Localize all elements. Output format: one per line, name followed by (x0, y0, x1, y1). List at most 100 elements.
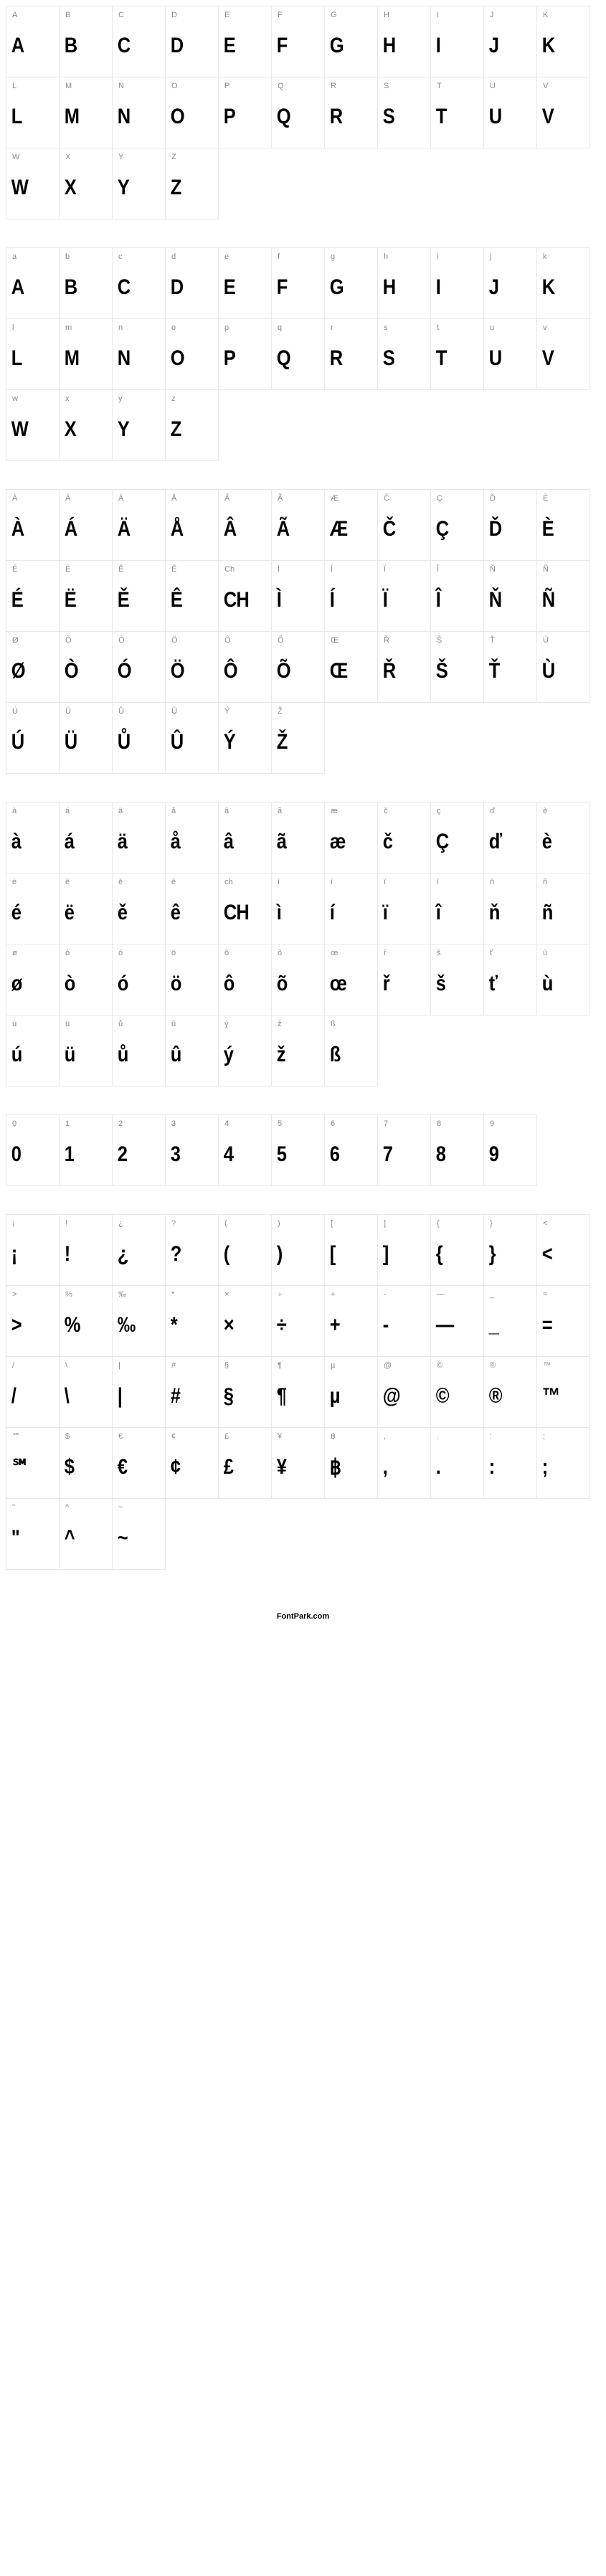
glyph-label: ô (219, 944, 271, 959)
glyph-display: ? (166, 1229, 210, 1285)
glyph-display: È (537, 504, 582, 560)
glyph-label: č (378, 802, 430, 817)
glyph-label: 6 (325, 1115, 377, 1130)
glyph-display: Ú (6, 717, 51, 773)
glyph-label: ¿ (113, 1215, 165, 1229)
glyph-display: D (166, 262, 210, 318)
glyph-display: å (166, 817, 210, 873)
glyph-cell: ÁÁ (59, 489, 113, 561)
glyph-cell: ¡¡ (6, 1214, 60, 1286)
glyph-cell: ŽŽ (271, 702, 325, 774)
glyph-cell: FF (271, 6, 325, 77)
glyph-display: ~ (113, 1513, 157, 1569)
glyph-display: ! (60, 1229, 104, 1285)
glyph-label: Í (325, 561, 377, 575)
glyph-display: ï (378, 888, 422, 944)
glyph-label: Æ (325, 490, 377, 504)
glyph-display: = (537, 1300, 582, 1356)
glyph-display: M (60, 333, 104, 389)
glyph-display: # (166, 1371, 210, 1427)
glyph-cell: ññ (536, 873, 590, 944)
glyph-cell: ùù (536, 944, 590, 1015)
glyph-label: T (431, 77, 483, 92)
glyph-label: e (219, 248, 271, 262)
glyph-display: ) (272, 1229, 316, 1285)
glyph-display: A (6, 262, 51, 318)
glyph-cell: >> (6, 1285, 60, 1357)
glyph-cell: ûû (165, 1015, 219, 1086)
glyph-cell: öö (165, 944, 219, 1015)
glyph-cell: áá (59, 802, 113, 873)
glyph-cell: \\ (59, 1356, 113, 1428)
glyph-label: ň (484, 873, 536, 888)
glyph-display: N (113, 92, 157, 148)
glyph-label: v (537, 319, 590, 333)
glyph-cell: óó (112, 944, 166, 1015)
glyph-display: Î (431, 575, 475, 631)
glyph-cell: sS (377, 318, 431, 390)
glyph-label: = (537, 1286, 590, 1300)
glyph-cell: ÍÍ (324, 560, 378, 632)
glyph-display: æ (325, 817, 369, 873)
glyph-display: ℠ (6, 1442, 51, 1498)
glyph-cell: ™™ (536, 1356, 590, 1428)
glyph-cell: čč (377, 802, 431, 873)
glyph-cell: ÏÏ (377, 560, 431, 632)
glyph-cell: YY (112, 148, 166, 219)
glyph-display: À (6, 504, 51, 560)
glyph-display: ñ (537, 888, 582, 944)
glyph-display: Ì (272, 575, 316, 631)
glyph-label: l (6, 319, 59, 333)
glyph-display: Ã (272, 504, 316, 560)
glyph-display: ¡ (6, 1229, 51, 1285)
glyph-cell: ťť (483, 944, 537, 1015)
glyph-cell: ~~ (112, 1498, 166, 1570)
glyph-cell: ïï (377, 873, 431, 944)
glyph-label: ß (325, 1015, 377, 1030)
glyph-label: â (219, 802, 271, 817)
glyph-display: Ø (6, 646, 51, 702)
glyph-display: W (6, 163, 51, 219)
glyph-cell: kK (536, 247, 590, 319)
glyph-grid: 00112233445566778899 (6, 1114, 600, 1185)
glyph-cell: ňň (483, 873, 537, 944)
glyph-display: O (166, 333, 210, 389)
glyph-label: Œ (325, 632, 377, 646)
glyph-label: d (166, 248, 218, 262)
glyph-label: a (6, 248, 59, 262)
glyph-label: ) (272, 1215, 324, 1229)
glyph-display: ů (113, 1030, 157, 1086)
glyph-display: Č (378, 504, 422, 560)
glyph-label: 1 (60, 1115, 112, 1130)
glyph-display: , (378, 1442, 422, 1498)
glyph-display: É (6, 575, 51, 631)
glyph-display: µ (325, 1371, 369, 1427)
glyph-label: Q (272, 77, 324, 92)
glyph-cell: tT (430, 318, 484, 390)
glyph-label: s (378, 319, 430, 333)
glyph-display: < (537, 1229, 582, 1285)
glyph-display: { (431, 1229, 475, 1285)
glyph-cell: .. (430, 1427, 484, 1499)
glyph-display: ™ (537, 1371, 582, 1427)
glyph-label: B (60, 6, 112, 21)
glyph-label: < (537, 1215, 590, 1229)
glyph-cell: îî (430, 873, 484, 944)
glyph-cell: 22 (112, 1114, 166, 1186)
glyph-label: ř (378, 944, 430, 959)
glyph-display: ; (537, 1442, 582, 1498)
glyph-display: P (219, 333, 263, 389)
glyph-label: | (113, 1357, 165, 1371)
glyph-cell: jJ (483, 247, 537, 319)
glyph-label: X (60, 148, 112, 163)
glyph-display: ^ (60, 1513, 104, 1569)
glyph-label: ฿ (325, 1428, 377, 1442)
glyph-cell: 44 (218, 1114, 272, 1186)
glyph-label: Ř (378, 632, 430, 646)
glyph-cell: dD (165, 247, 219, 319)
glyph-label: F (272, 6, 324, 21)
glyph-cell: vV (536, 318, 590, 390)
glyph-label: . (431, 1428, 483, 1442)
glyph-cell: ÀÀ (6, 489, 60, 561)
glyph-cell: XX (59, 148, 113, 219)
